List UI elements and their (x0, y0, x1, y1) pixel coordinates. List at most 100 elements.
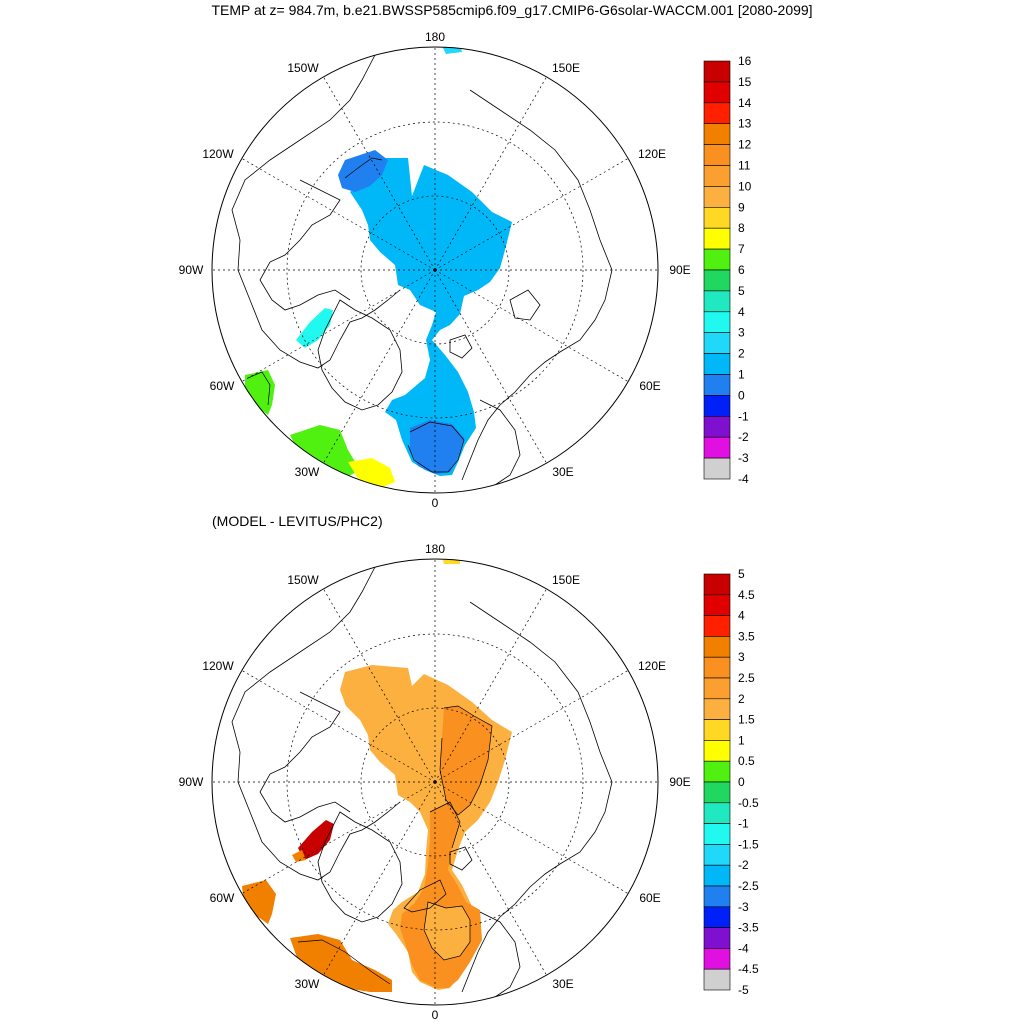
top-colorbar-box (703, 144, 731, 166)
bottom-colorbar-box (703, 615, 731, 637)
top-colorbar-box (703, 123, 731, 145)
top-contours (247, 157, 465, 473)
bottom-graticule (212, 559, 658, 1005)
bottom-colorbar-label: 4 (738, 609, 745, 623)
top-colorbar-label: 8 (738, 221, 745, 235)
top-colorbar-label: 13 (738, 117, 752, 131)
greenland-coast-b (317, 811, 403, 923)
contour-irminger (297, 939, 391, 985)
top-colorbar-box (703, 457, 731, 480)
top-colorbar-box (703, 395, 731, 417)
plot-title: TEMP at z= 984.7m, b.e21.BWSSP585cmip6.f… (211, 2, 813, 18)
norwegian-sea-2-3c (410, 420, 464, 474)
bottom-colorbar-label: -2 (738, 858, 749, 872)
top-colorbar-box (703, 290, 731, 313)
arctic-basin-3-4c (350, 158, 512, 476)
bottom-lon-label-30w: 30W (295, 977, 320, 991)
baffin-anomaly-4.5-5 (298, 820, 334, 860)
top-colorbar-label: 10 (738, 179, 752, 193)
bottom-colorbar-box (703, 698, 731, 720)
top-map-panel: 180 150E 120E 90E 60E 30E 0 30W 60W 90W … (179, 30, 752, 510)
top-graticule (212, 47, 658, 493)
bottom-colorbar-label: -0.5 (738, 796, 759, 810)
bottom-colorbar-label: -3 (738, 900, 749, 914)
anomaly-2.5-3-east (440, 706, 492, 815)
bottom-colorbar-label: 1.5 (738, 713, 755, 727)
bottom-colorbar-label: 2 (738, 692, 745, 706)
bottom-colorbar-label: 0 (738, 775, 745, 789)
top-colorbar-box (703, 186, 731, 208)
bottom-lon-label-90e: 90E (669, 775, 690, 789)
bottom-colorbar-label: 2.5 (738, 671, 755, 685)
eurasia-coast-b (461, 601, 613, 993)
bottom-colorbar-box (703, 948, 731, 970)
top-colorbar-box (703, 311, 731, 333)
top-colorbar-label: 12 (738, 138, 752, 152)
top-lon-label-120w: 120W (202, 147, 234, 161)
top-colorbar-label: -3 (738, 451, 749, 465)
svalbard-coast (449, 334, 473, 359)
top-coastlines (231, 54, 613, 486)
top-colorbar-label: 4 (738, 305, 745, 319)
top-lon-labels: 180 150E 120E 90E 60E 30E 0 30W 60W 90W … (179, 30, 691, 510)
top-colorbar-label: 7 (738, 242, 745, 256)
anomaly-2-2.5-nordic (424, 902, 470, 960)
top-lon-label-150e: 150E (552, 61, 580, 75)
bottom-colorbar-box (703, 864, 731, 887)
top-colorbar-label: 16 (738, 54, 752, 68)
top-lon-label-30w: 30W (295, 465, 320, 479)
bottom-colorbar-label: -4 (738, 941, 749, 955)
top-colorbar-label: 14 (738, 96, 752, 110)
contour-2.5-strait (429, 801, 461, 849)
top-lon-label-60w: 60W (210, 379, 235, 393)
lat-circle-80 (360, 195, 510, 345)
top-colorbar-box (703, 374, 731, 396)
bottom-colorbar-label: 3.5 (738, 629, 755, 643)
bottom-colorbar: 5 4.5 4 3.5 3 2.5 2 1.5 1 0.5 0 -0.5 -1 -1.5 -2 -2.5 -3 -… (703, 567, 759, 997)
bottom-colorbar-box (703, 885, 731, 908)
top-lon-label-120e: 120E (638, 147, 666, 161)
top-colorbar-box (703, 60, 731, 83)
greenland-coast (317, 299, 403, 411)
contour-2c-norwegian (407, 421, 465, 473)
top-colorbar-box (703, 227, 731, 250)
top-colorbar-label: 6 (738, 263, 745, 277)
bottom-colorbar-label: 4.5 (738, 588, 755, 602)
bottom-colorbar-box (703, 573, 731, 596)
top-colorbar-label: 0 (738, 388, 745, 402)
contour-nordic (423, 901, 471, 961)
bering-3-4c (442, 47, 462, 54)
bottom-map-boundary (211, 558, 659, 1006)
scandinavia-coast-b (479, 911, 521, 998)
bottom-colorbar-box (703, 802, 731, 824)
top-colorbar-label: -1 (738, 409, 749, 423)
contour-fram (403, 879, 447, 913)
bottom-field-shading (242, 559, 512, 992)
bottom-colorbar-box (703, 968, 731, 991)
svalbard-coast-b (449, 846, 473, 871)
top-colorbar-label: 9 (738, 200, 745, 214)
bottom-map-panel: 180 150E 120E 90E 60E 30E 0 30W 60W 90W … (179, 542, 759, 1022)
bottom-lon-label-150w: 150W (287, 573, 319, 587)
top-colorbar-box (703, 415, 731, 438)
bottom-colorbar-boxes (703, 573, 731, 991)
baffin-bay-4-5c (296, 308, 333, 348)
bottom-colorbar-label: -2.5 (738, 879, 759, 893)
top-colorbar-label: 2 (738, 347, 745, 361)
bottom-colorbar-label: -3.5 (738, 921, 759, 935)
bottom-colorbar-box (703, 677, 731, 700)
labrador-anomaly-3-3.5 (242, 880, 276, 924)
bottom-colorbar-label: 5 (738, 567, 745, 581)
top-colorbar-box (703, 248, 731, 271)
bottom-lon-label-150e: 150E (552, 573, 580, 587)
top-colorbar-box (703, 353, 731, 375)
irminger-7-8c (290, 425, 360, 478)
top-colorbar-label: -4 (738, 472, 749, 486)
top-lon-label-90w: 90W (179, 263, 204, 277)
top-colorbar-label: 11 (738, 159, 751, 173)
bottom-colorbar-labels: 5 4.5 4 3.5 3 2.5 2 1.5 1 0.5 0 -0.5 -1 -1.5 -2 -2.5 -3 -… (738, 567, 759, 997)
canadian-archipelago-coast-b (259, 691, 351, 823)
top-colorbar-box (703, 332, 731, 354)
top-lon-label-60e: 60E (639, 379, 660, 393)
